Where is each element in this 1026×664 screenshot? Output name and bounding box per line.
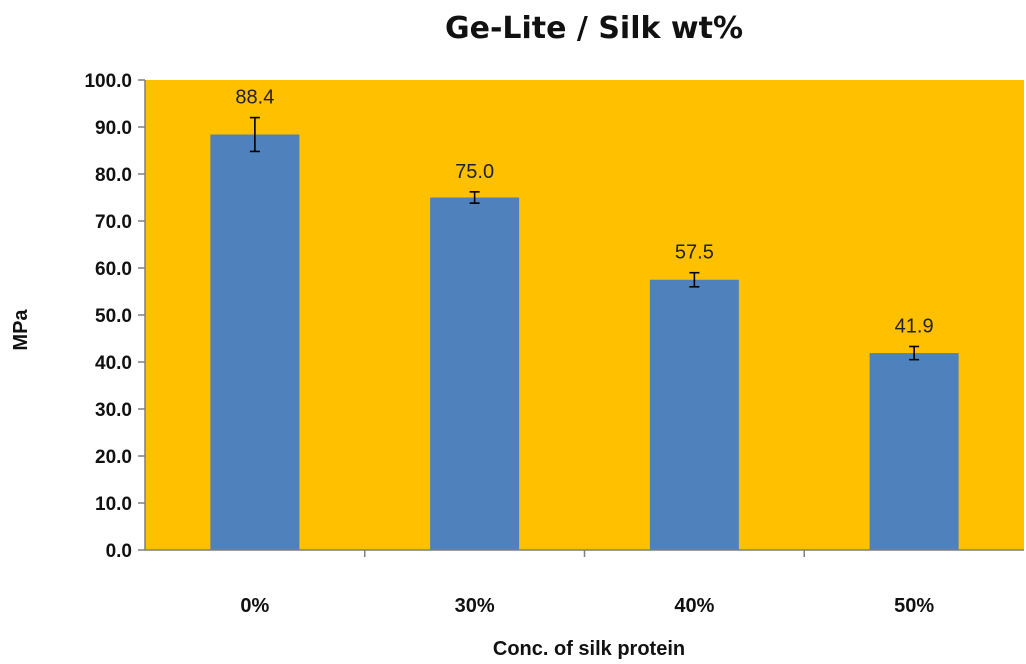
error-bar (909, 345, 920, 361)
chart-title: Ge-Lite / Silk wt% (445, 11, 743, 46)
bar (649, 279, 739, 550)
data-labels: 88.4 75.0 57.5 41.9 (235, 87, 933, 338)
y-tick-label: 50.0 (95, 306, 132, 327)
x-category-label: 40% (674, 595, 714, 617)
bars (210, 134, 959, 550)
bar (430, 197, 520, 550)
y-tick-label: 0.0 (106, 541, 132, 562)
y-tick-label: 40.0 (95, 353, 132, 374)
y-tick-label: 100.0 (84, 71, 132, 92)
y-tick-label: 20.0 (95, 447, 132, 468)
error-bar (689, 271, 700, 288)
y-axis-label: MPa (10, 309, 32, 351)
y-tick-label: 30.0 (95, 400, 132, 421)
y-tick-label: 90.0 (95, 118, 132, 139)
error-bar (469, 191, 480, 204)
data-label: 75.0 (455, 161, 494, 183)
bar (869, 353, 959, 550)
y-axis-ticks: 0.0 10.0 20.0 30.0 40.0 50.0 60.0 70.0 80.0 90.0 1… (84, 71, 145, 562)
y-tick-label: 70.0 (95, 212, 132, 233)
x-category-label: 0% (240, 595, 269, 617)
x-axis-label: Conc. of silk protein (493, 638, 685, 660)
x-category-label: 50% (894, 595, 934, 617)
x-category-label: 30% (455, 595, 495, 617)
y-tick-label: 60.0 (95, 259, 132, 280)
y-tick-label: 10.0 (95, 494, 132, 515)
bar (210, 134, 300, 550)
x-axis-categories: 0% 30% 40% 50% (240, 550, 934, 617)
error-bar (249, 116, 260, 153)
error-bars (249, 116, 920, 361)
data-label: 57.5 (675, 242, 714, 264)
data-label: 41.9 (895, 315, 934, 337)
y-tick-label: 80.0 (95, 165, 132, 186)
data-label: 88.4 (235, 87, 274, 109)
